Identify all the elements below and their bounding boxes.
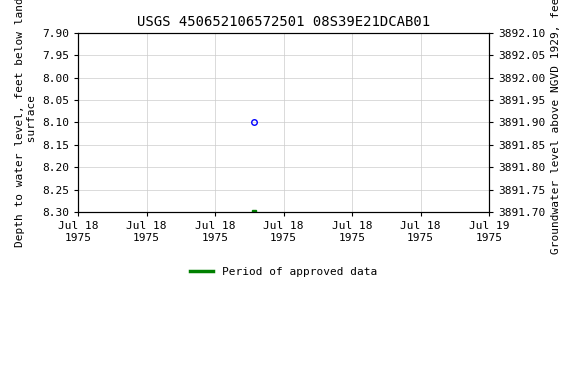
Legend: Period of approved data: Period of approved data xyxy=(186,263,381,281)
Title: USGS 450652106572501 08S39E21DCAB01: USGS 450652106572501 08S39E21DCAB01 xyxy=(137,15,430,29)
Y-axis label: Depth to water level, feet below land
 surface: Depth to water level, feet below land su… xyxy=(15,0,37,247)
Y-axis label: Groundwater level above NGVD 1929, feet: Groundwater level above NGVD 1929, feet xyxy=(551,0,561,254)
